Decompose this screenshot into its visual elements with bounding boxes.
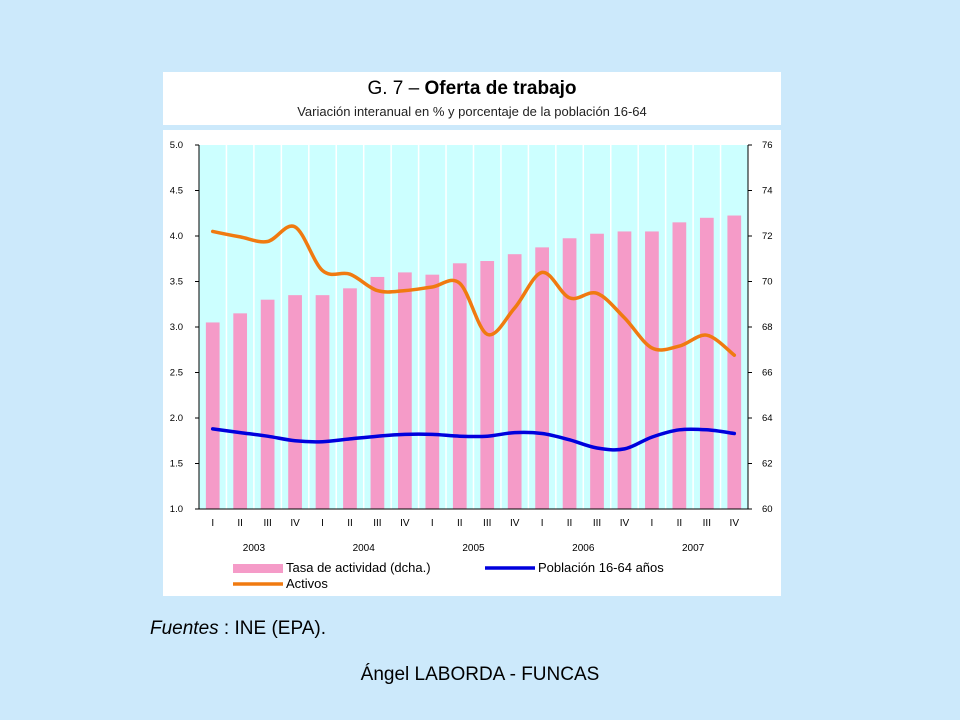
- x-tick-label: I: [541, 518, 544, 529]
- chart-title-box: G. 7 – Oferta de trabajo Variación inter…: [163, 72, 781, 125]
- bar-tasa-actividad: [260, 299, 275, 509]
- right-tick-label: 66: [762, 368, 773, 379]
- bar-tasa-actividad: [590, 233, 604, 509]
- left-tick-label: 5.0: [170, 140, 183, 151]
- left-tick-label: 4.0: [170, 231, 183, 242]
- legend-swatch-tasa: [233, 564, 283, 573]
- left-tick-label: 1.0: [170, 504, 183, 515]
- chart-title-bold: Oferta de trabajo: [424, 78, 577, 99]
- bar-tasa-actividad: [672, 222, 687, 509]
- x-tick-label: IV: [730, 518, 740, 529]
- bar-tasa-actividad: [699, 217, 714, 510]
- left-tick-label: 2.5: [170, 368, 183, 379]
- bar-tasa-actividad: [370, 276, 385, 509]
- bar-tasa-actividad: [398, 272, 412, 509]
- right-tick-label: 68: [762, 322, 773, 333]
- source-label: Fuentes: [150, 618, 219, 639]
- x-tick-label: II: [677, 518, 683, 529]
- bar-tasa-actividad: [617, 231, 632, 509]
- x-tick-label: IV: [510, 518, 520, 529]
- chart-title-prefix: G. 7 –: [367, 78, 425, 99]
- right-tick-label: 60: [762, 504, 773, 515]
- right-tick-label: 72: [762, 231, 773, 242]
- bar-tasa-actividad: [562, 238, 577, 509]
- line-activos: [210, 224, 737, 357]
- bar-tasa-actividad: [233, 313, 248, 509]
- x-tick-label: II: [237, 518, 243, 529]
- year-label: 2004: [353, 543, 376, 554]
- bar-tasa-actividad: [425, 274, 440, 509]
- bar-tasa-actividad: [535, 247, 549, 509]
- right-tick-label: 70: [762, 277, 773, 288]
- chart-svg: 1.0 1.5 2.0 2.5 3.0 3.5 4.0 4.5 5.0 60 62 64 66 68 70 7…: [170, 140, 773, 591]
- year-label: 2005: [462, 543, 485, 554]
- legend-label-activos: Activos: [286, 576, 328, 591]
- x-tick-label: IV: [620, 518, 630, 529]
- bar-tasa-actividad: [205, 322, 220, 509]
- bar-tasa-actividad: [645, 231, 659, 509]
- year-label: 2007: [682, 543, 705, 554]
- left-tick-label: 3.5: [170, 277, 183, 288]
- x-tick-label: I: [431, 518, 434, 529]
- x-tick-label: III: [593, 518, 601, 529]
- x-tick-label: III: [703, 518, 711, 529]
- right-tick-label: 74: [762, 186, 773, 197]
- line-poblacion: [210, 427, 737, 452]
- source-note: Fuentes : INE (EPA).: [150, 618, 326, 640]
- right-tick-label: 62: [762, 459, 773, 470]
- x-tick-label: I: [651, 518, 654, 529]
- year-label: 2006: [572, 543, 595, 554]
- bar-tasa-actividad: [480, 261, 495, 509]
- x-tick-label: IV: [400, 518, 410, 529]
- x-tick-label: II: [347, 518, 353, 529]
- legend-label-tasa: Tasa de actividad (dcha.): [286, 560, 431, 575]
- right-tick-label: 64: [762, 413, 773, 424]
- legend-label-poblacion: Población 16-64 años: [538, 560, 664, 575]
- x-tick-label: III: [483, 518, 491, 529]
- bar-tasa-actividad: [288, 295, 302, 509]
- x-tick-label: I: [321, 518, 324, 529]
- year-label: 2003: [243, 543, 266, 554]
- chart-subtitle: Variación interanual en % y porcentaje d…: [297, 104, 647, 119]
- x-tick-label: IV: [290, 518, 300, 529]
- bar-tasa-actividad: [727, 215, 742, 509]
- bar-tasa-actividad: [452, 263, 467, 509]
- chart-title: G. 7 – Oferta de trabajo: [163, 78, 781, 100]
- bar-tasa-actividad: [507, 254, 522, 509]
- footer-credit: Ángel LABORDA - FUNCAS: [360, 664, 600, 685]
- bar-tasa-actividad: [315, 295, 330, 509]
- left-tick-label: 3.0: [170, 322, 183, 333]
- x-tick-label: II: [457, 518, 463, 529]
- chart-panel: 1.0 1.5 2.0 2.5 3.0 3.5 4.0 4.5 5.0 60 62 64 66 68 70 7…: [163, 130, 781, 596]
- x-tick-label: II: [567, 518, 573, 529]
- left-tick-label: 2.0: [170, 413, 183, 424]
- x-tick-label: III: [373, 518, 381, 529]
- right-tick-label: 76: [762, 140, 773, 151]
- left-tick-label: 4.5: [170, 186, 183, 197]
- x-tick-label: III: [263, 518, 271, 529]
- source-text: : INE (EPA).: [218, 618, 326, 639]
- x-tick-label: I: [211, 518, 214, 529]
- bar-tasa-actividad: [343, 288, 357, 509]
- left-tick-label: 1.5: [170, 459, 183, 470]
